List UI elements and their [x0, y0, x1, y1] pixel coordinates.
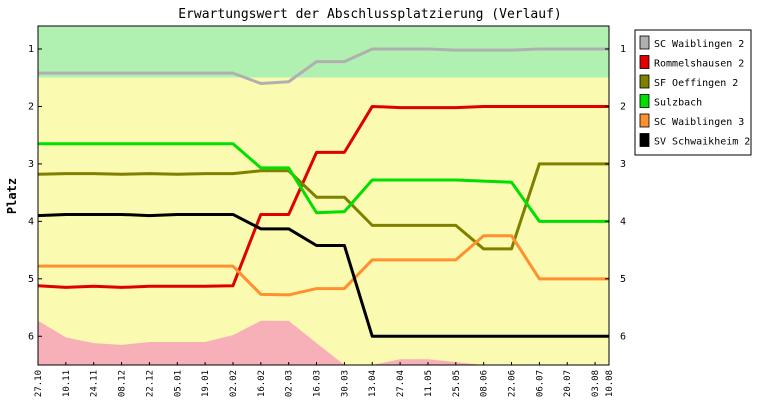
- series-line: [38, 142, 609, 223]
- legend-label: SF Oeffingen 2: [654, 78, 738, 89]
- legend-swatch: [639, 113, 650, 128]
- series-line: [37, 104, 609, 289]
- x-tick-label: 08.06: [480, 370, 490, 397]
- x-tick-label: 19.01: [201, 370, 211, 397]
- legend-label: SC Waiblingen 2: [654, 39, 744, 50]
- y-tick-label: 4: [620, 216, 626, 227]
- plot-frame: [37, 25, 610, 366]
- x-tick-label: 30.03: [340, 370, 350, 397]
- legend: SC Waiblingen 2 Rommelshausen 2 SF Oeffing…: [634, 29, 752, 156]
- x-tick-label: 16.02: [257, 370, 267, 397]
- y-tick-label: 6: [620, 331, 626, 342]
- series-line: [38, 234, 609, 297]
- legend-swatch: [639, 35, 650, 50]
- x-tick-label: 13.04: [368, 370, 378, 397]
- legend-box: [634, 29, 752, 156]
- legend-label: Sulzbach: [654, 98, 702, 109]
- y-tick-label: 3: [620, 159, 626, 170]
- y-tick-label: 2: [28, 101, 34, 112]
- x-tick-label: 20.07: [563, 370, 573, 397]
- x-tick-label: 02.02: [229, 370, 239, 397]
- legend-swatch: [639, 55, 650, 69]
- legend-swatch: [639, 94, 650, 108]
- x-tick-label: 25.05: [452, 370, 462, 397]
- x-tick-label: 22.06: [508, 370, 518, 397]
- y-tick-label: 3: [28, 159, 34, 170]
- background-zone: [38, 77, 609, 366]
- x-tick-label: 11.05: [424, 370, 434, 397]
- plot-area: 1 1 2 2 3 3 4 4 5 5 6 6 27.10 10.11 24.11 08.12 22.12 05.…: [28, 25, 626, 397]
- x-tick-label: 10.08: [605, 370, 615, 397]
- chart-title: Erwartungswert der Abschlussplatzierung …: [178, 7, 562, 22]
- legend-swatch: [639, 133, 650, 147]
- x-tick-label: 08.12: [118, 370, 128, 397]
- y-tick-label: 2: [620, 101, 626, 112]
- x-tick-label: 22.12: [145, 370, 155, 397]
- x-tick-label: 27.04: [396, 370, 406, 397]
- series-line: [37, 212, 609, 338]
- x-tick-label: 24.11: [90, 370, 100, 397]
- background-zone: [38, 26, 609, 78]
- series-line: [38, 47, 609, 85]
- legend-swatch: [639, 74, 650, 89]
- y-tick-label: 1: [28, 44, 34, 55]
- x-tick-label: 02.03: [285, 370, 295, 397]
- y-tick-label: 5: [28, 274, 34, 285]
- x-tick-label: 05.01: [173, 370, 183, 397]
- y-tick-label: 4: [28, 216, 34, 227]
- series-line: [37, 162, 609, 251]
- x-tick-label: 10.11: [62, 370, 72, 397]
- x-tick-label: 27.10: [34, 370, 44, 397]
- x-tick-label: 06.07: [535, 370, 545, 397]
- legend-label: SC Waiblingen 3: [654, 117, 744, 128]
- y-axis-title: Platz: [5, 178, 19, 214]
- y-tick-label: 1: [620, 44, 626, 55]
- y-tick-label: 5: [620, 274, 626, 285]
- legend-label: SV Schwaikheim 2: [654, 137, 750, 148]
- y-tick-label: 6: [28, 331, 34, 342]
- legend-label: Rommelshausen 2: [654, 59, 744, 70]
- area-fill: [38, 320, 609, 365]
- x-tick-label: 03.08: [591, 370, 601, 397]
- x-tick-label: 16.03: [313, 370, 323, 397]
